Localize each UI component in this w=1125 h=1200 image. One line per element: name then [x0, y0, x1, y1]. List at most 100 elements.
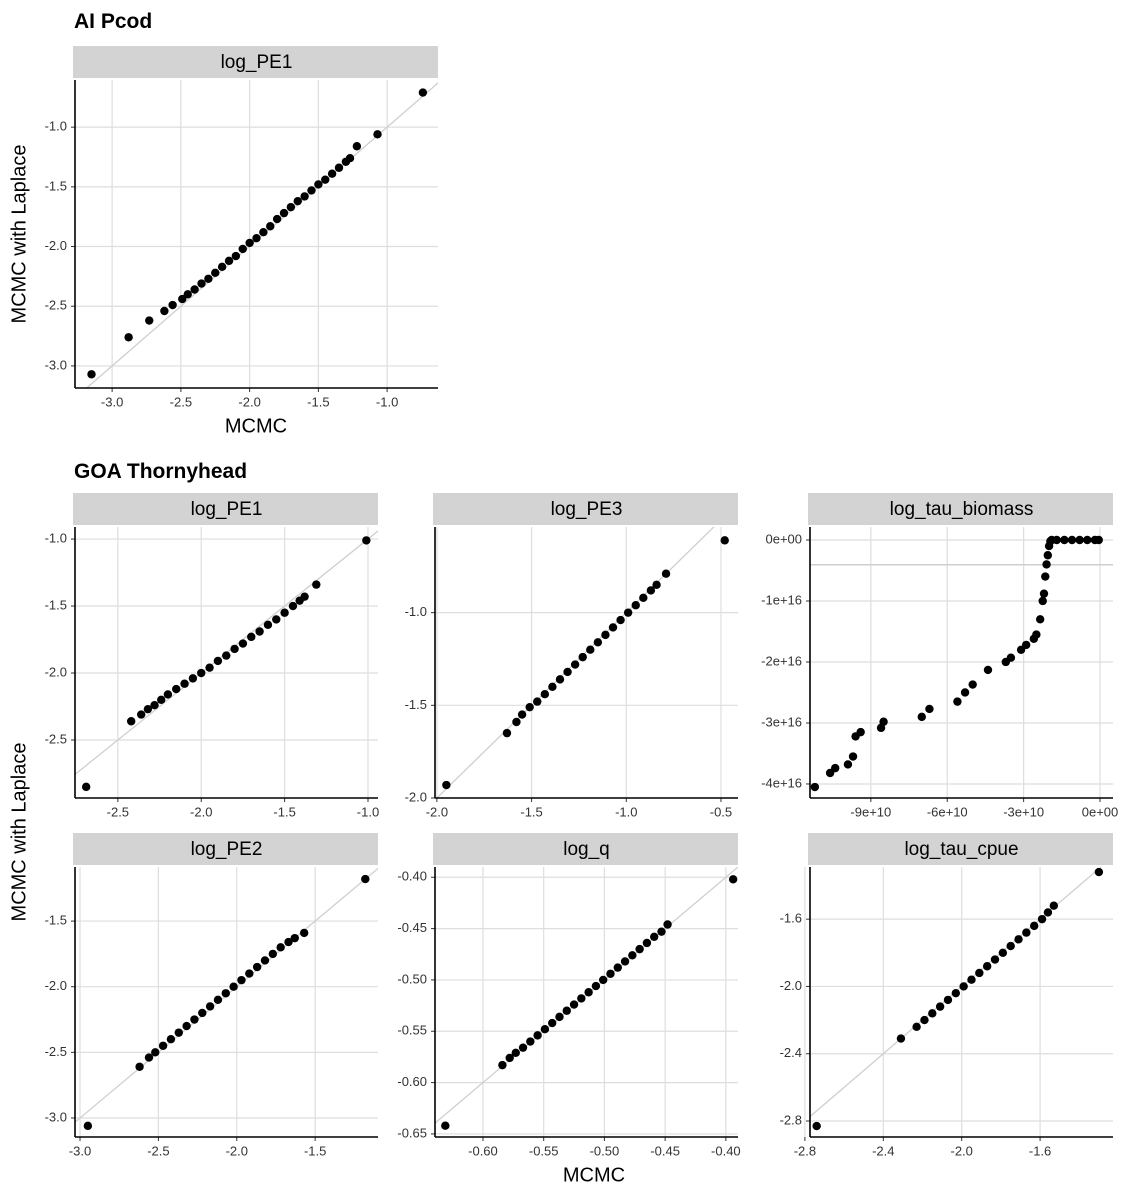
y-tick-label: 0e+00	[765, 531, 802, 546]
group-title: AI Pcod	[74, 10, 152, 33]
point	[190, 285, 199, 294]
point	[650, 932, 659, 942]
point	[1006, 653, 1016, 662]
point	[1049, 901, 1059, 910]
point	[518, 1043, 528, 1052]
point	[362, 536, 371, 545]
y-tick-label: -3.0	[45, 1109, 67, 1124]
point	[570, 660, 580, 669]
point	[856, 727, 865, 737]
y-tick-label: -2.0	[405, 789, 427, 804]
y-tick-label: -3.0	[45, 357, 67, 372]
point	[620, 957, 630, 966]
point	[272, 615, 281, 624]
y-tick-label: -0.50	[397, 971, 427, 986]
point	[230, 644, 239, 654]
point	[166, 1035, 176, 1044]
point	[569, 1000, 579, 1009]
point	[943, 995, 953, 1005]
point	[238, 244, 247, 254]
point	[1075, 535, 1084, 545]
point	[224, 256, 234, 266]
point	[143, 704, 153, 714]
reference-line	[435, 867, 738, 1124]
point	[145, 316, 154, 325]
point	[197, 279, 206, 288]
point	[967, 975, 976, 984]
point	[238, 639, 248, 648]
point	[591, 981, 601, 991]
point	[533, 697, 542, 706]
point	[920, 1015, 929, 1025]
point	[231, 251, 241, 261]
point	[547, 1018, 557, 1028]
point	[300, 592, 309, 601]
facet-strip	[808, 493, 1113, 525]
x-tick-label: -2.8	[794, 1143, 816, 1158]
x-tick-label: -1.0	[376, 394, 398, 409]
point	[928, 1009, 937, 1018]
y-tick-label: -2.0	[45, 238, 67, 253]
facet-strip	[73, 46, 438, 78]
point	[517, 710, 527, 719]
point	[307, 186, 316, 195]
point	[190, 1015, 199, 1024]
point	[168, 300, 177, 310]
point	[197, 668, 206, 678]
point	[442, 780, 451, 790]
point	[1094, 867, 1104, 877]
y-tick-label: -1.5	[45, 597, 67, 612]
point	[213, 995, 223, 1005]
point	[1032, 630, 1041, 639]
facet-strip	[433, 833, 738, 865]
x-tick-label: -0.50	[590, 1143, 620, 1158]
point	[975, 968, 984, 978]
y-tick-label: -1.0	[45, 530, 67, 545]
point	[211, 268, 220, 277]
point	[174, 1028, 183, 1037]
y-tick-label: -4e+16	[761, 775, 802, 790]
point	[616, 615, 625, 625]
point	[982, 962, 992, 971]
point	[327, 169, 337, 178]
point	[1022, 928, 1031, 937]
point	[137, 710, 146, 719]
point	[237, 975, 246, 985]
point	[505, 1053, 514, 1063]
point	[917, 712, 926, 722]
y-tick-label: -0.45	[397, 920, 427, 935]
y-tick-label: -2.0	[45, 664, 67, 679]
facet-strip	[808, 833, 1113, 865]
point	[180, 679, 189, 688]
point	[935, 1002, 945, 1011]
point	[183, 290, 192, 299]
point	[540, 1025, 550, 1034]
point	[848, 752, 858, 761]
x-tick-label: -9e+10	[850, 804, 891, 819]
point	[229, 982, 238, 991]
facet-strip	[433, 493, 738, 525]
y-tick-label: -2.5	[45, 298, 67, 313]
point	[577, 994, 586, 1003]
point	[968, 680, 977, 689]
point	[555, 1012, 564, 1022]
point	[158, 1041, 168, 1050]
point	[998, 948, 1008, 957]
point	[1030, 921, 1039, 931]
point	[151, 1048, 160, 1057]
point	[334, 163, 344, 172]
point	[1067, 535, 1077, 545]
point	[540, 689, 550, 699]
point	[646, 586, 656, 595]
point	[252, 233, 261, 243]
y-tick-label: -1.6	[780, 911, 802, 926]
point	[728, 875, 738, 884]
reference-line	[435, 527, 715, 798]
x-tick-label: -2.5	[107, 804, 129, 819]
y-tick-label: -1e+16	[761, 592, 802, 607]
point	[555, 675, 565, 684]
point	[831, 763, 840, 773]
point	[959, 982, 968, 991]
point	[498, 1060, 507, 1070]
